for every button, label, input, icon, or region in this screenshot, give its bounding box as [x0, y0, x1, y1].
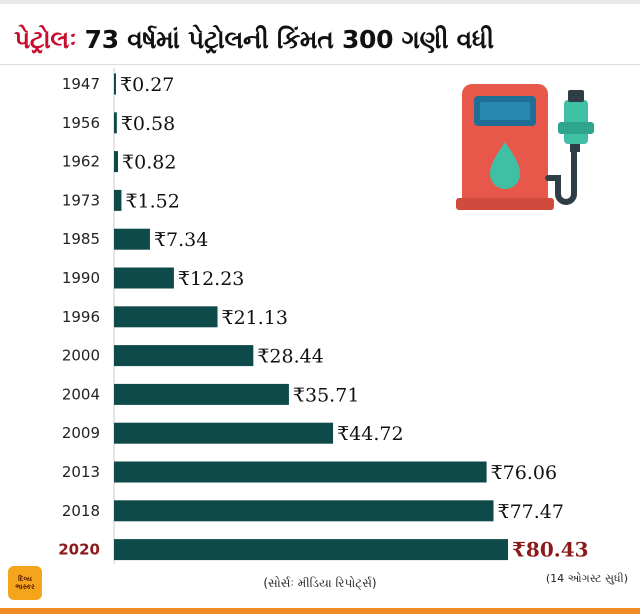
title-lead: પેટ્રોલઃ	[14, 25, 77, 54]
logo-line-2: ભાસ્કર	[15, 583, 35, 591]
price-data-label: ₹28.44	[257, 346, 323, 368]
year-tick-label: 1985	[62, 230, 100, 248]
price-data-label: ₹1.52	[125, 190, 179, 212]
year-tick-label: 1973	[62, 191, 100, 209]
price-bar	[114, 383, 289, 405]
price-data-label: ₹0.27	[120, 74, 174, 96]
price-data-label: ₹21.13	[222, 307, 288, 329]
price-bar	[114, 112, 117, 134]
year-tick-label: 2009	[62, 424, 100, 442]
price-data-label: ₹80.43	[512, 538, 589, 562]
price-chart: 1947 ₹0.27 1956 ₹0.58 1962 ₹0.82 1973 ₹1.52 1985…	[0, 64, 640, 604]
price-data-label: ₹7.34	[154, 229, 208, 251]
bottom-border	[0, 608, 640, 614]
page-title: પેટ્રોલઃ 73 વર્ષમાં પેટ્રોલની કિંમત 300 …	[14, 20, 634, 60]
price-data-label: ₹0.58	[121, 113, 175, 135]
year-tick-label: 2004	[62, 385, 100, 403]
price-data-label: ₹76.06	[491, 462, 557, 484]
source-note: (સોર્સઃ મીડિયા રિપોર્ટ્સ)	[263, 576, 377, 590]
top-border	[0, 0, 640, 4]
price-data-label: ₹12.23	[178, 268, 244, 290]
year-tick-label: 2018	[62, 502, 100, 520]
year-tick-label: 1990	[62, 269, 100, 287]
price-bar	[114, 306, 218, 328]
title-divider	[0, 64, 640, 65]
title-rest: 73 વર્ષમાં પેટ્રોલની કિંમત 300 ગણી વધી	[76, 25, 494, 54]
price-bar	[114, 422, 334, 444]
year-tick-label: 2013	[62, 463, 100, 481]
price-bar	[114, 73, 116, 95]
price-bar	[114, 189, 122, 211]
price-bar	[114, 267, 174, 289]
price-bar	[114, 461, 487, 483]
price-bar	[114, 228, 150, 250]
date-footnote: (14 ઓગસ્ટ સુધી)	[545, 572, 628, 585]
year-tick-label: 2000	[62, 347, 100, 365]
newspaper-logo: દિવ્ય ભાસ્કર	[8, 566, 42, 600]
year-tick-label: 2020	[58, 541, 100, 559]
year-tick-label: 1947	[62, 75, 100, 93]
price-data-label: ₹35.71	[293, 384, 359, 406]
year-tick-label: 1956	[62, 114, 100, 132]
year-tick-label: 1996	[62, 308, 100, 326]
bar-chart-svg: 1947 ₹0.27 1956 ₹0.58 1962 ₹0.82 1973 ₹1.52 1985…	[58, 68, 589, 564]
price-bar	[114, 345, 254, 367]
fuel-pump-icon	[454, 82, 614, 212]
year-tick-label: 1962	[62, 153, 100, 171]
price-bar	[114, 151, 119, 173]
price-bar	[114, 500, 494, 522]
price-bar	[114, 539, 508, 561]
price-data-label: ₹44.72	[337, 423, 403, 445]
price-data-label: ₹0.82	[122, 152, 176, 174]
price-data-label: ₹77.47	[497, 501, 563, 523]
logo-line-1: દિવ્ય	[18, 575, 32, 583]
